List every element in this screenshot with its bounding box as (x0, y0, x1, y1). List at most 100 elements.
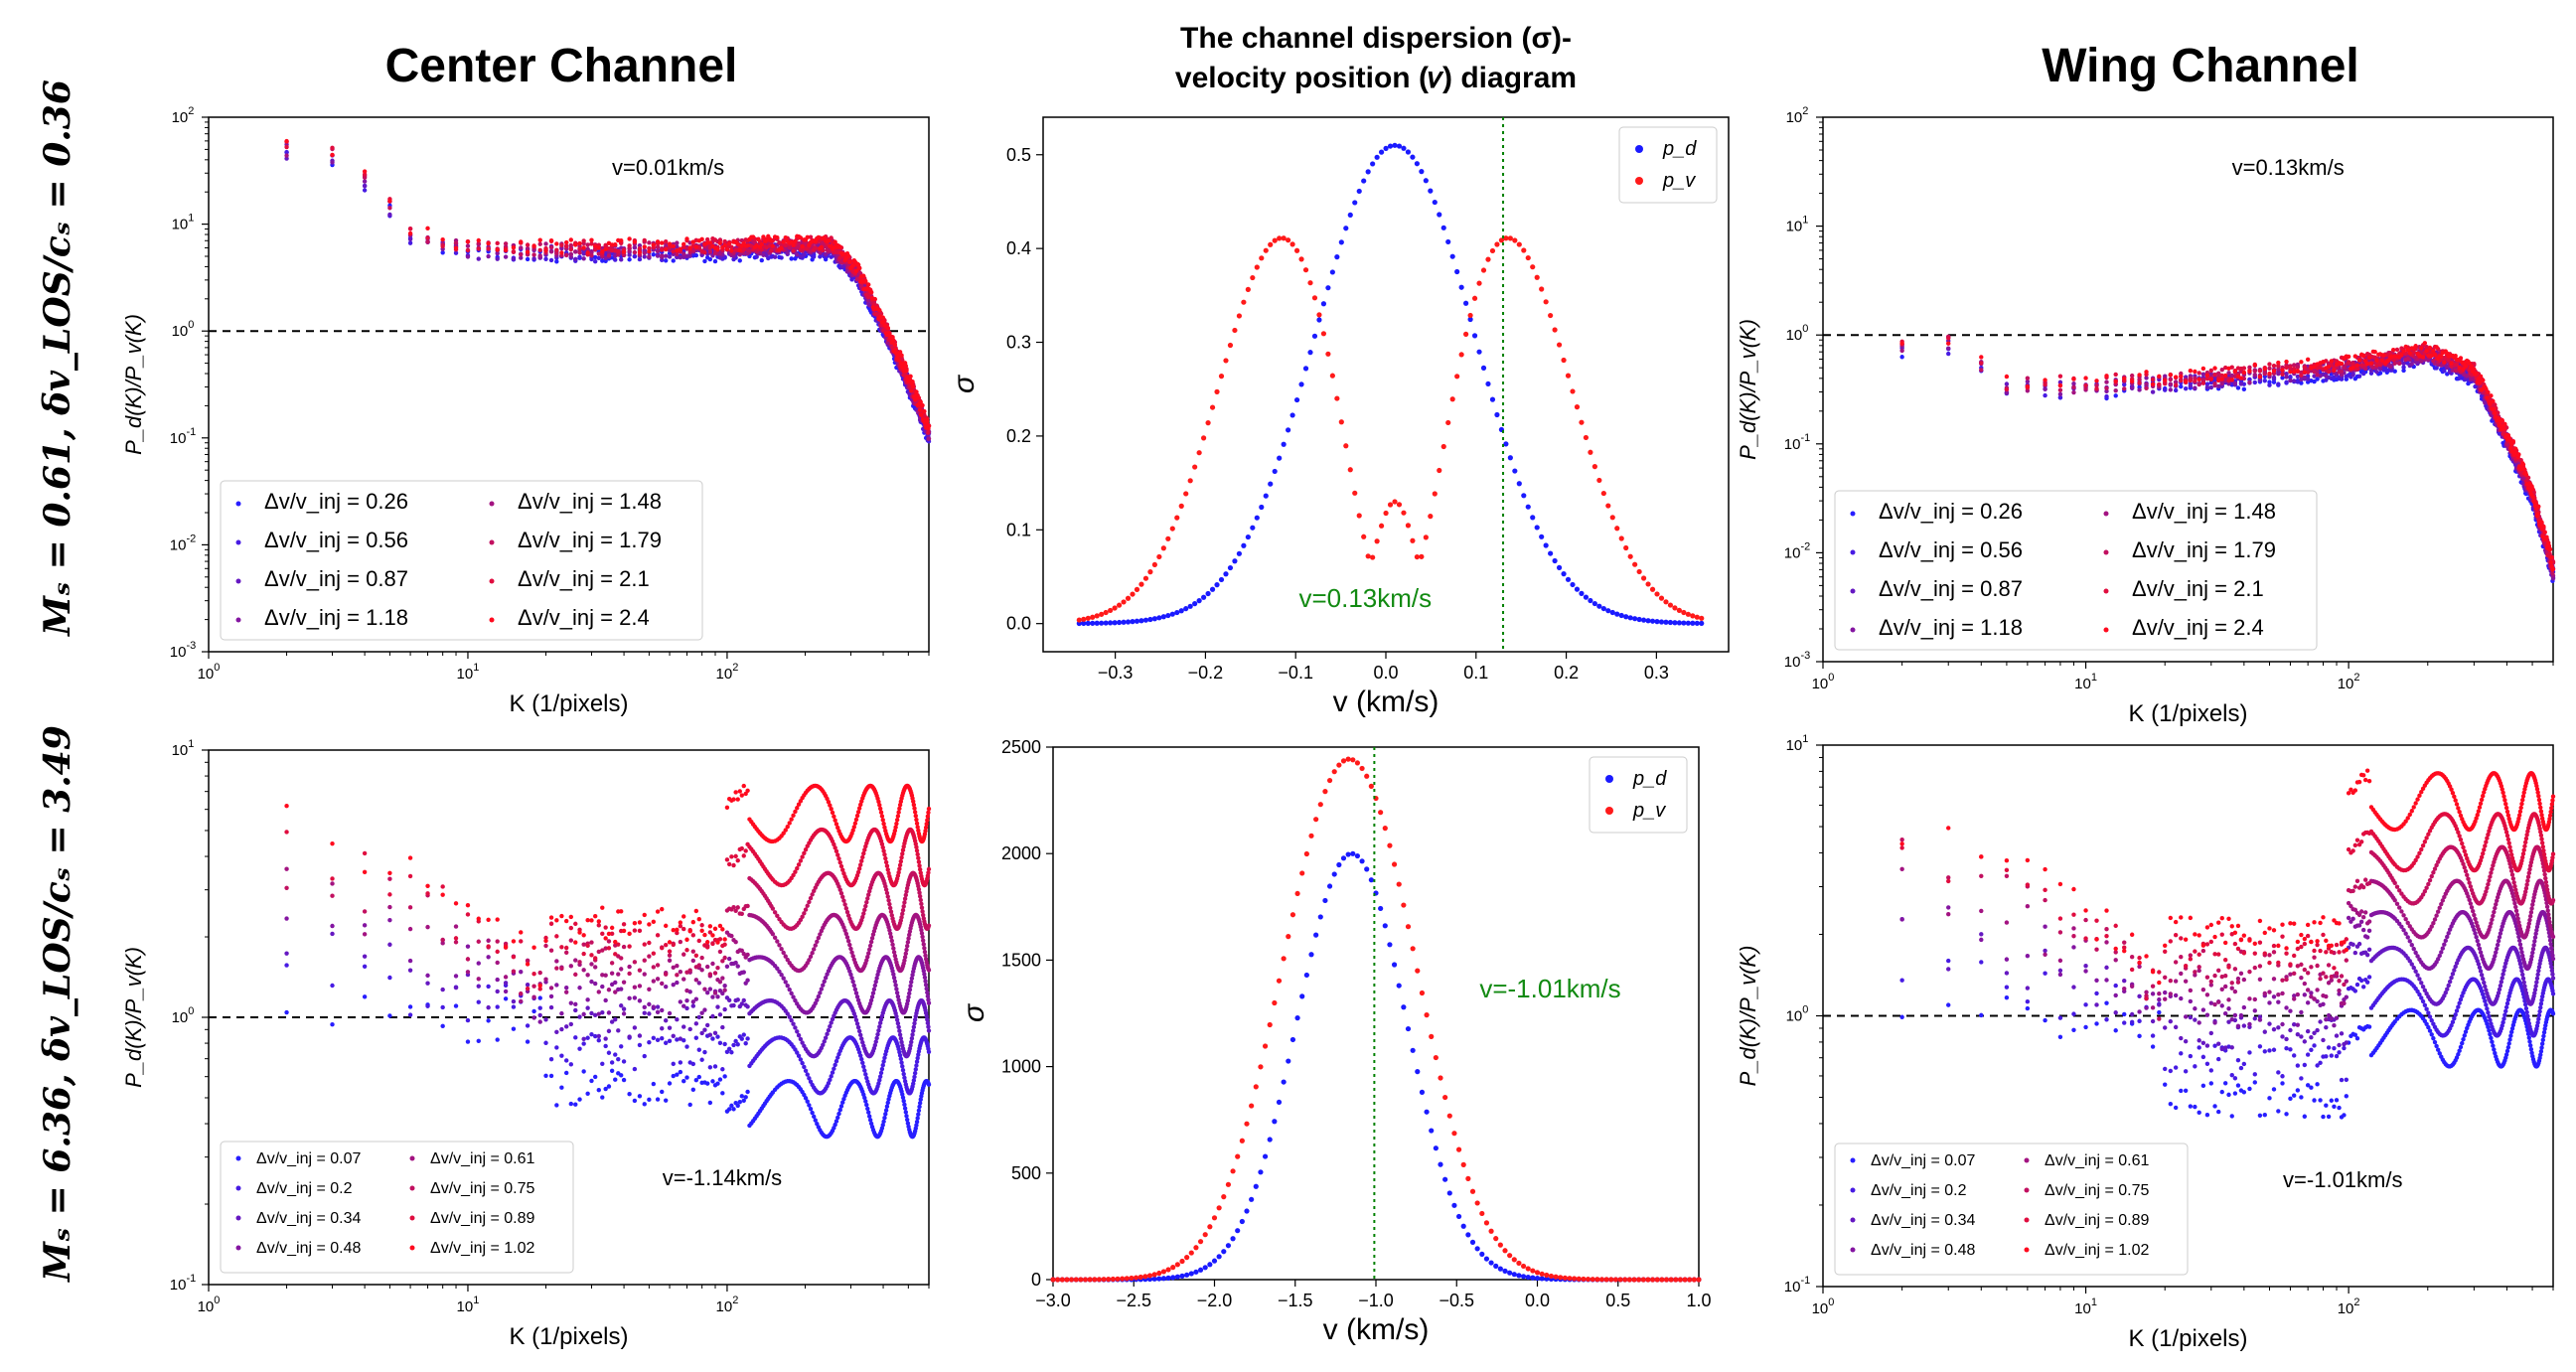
bottom-center-point (577, 1046, 582, 1051)
top-wing-point (2356, 374, 2362, 379)
top-middle-pv-point (1627, 553, 1633, 559)
top-center-point (486, 253, 491, 259)
bottom-center-point (387, 942, 392, 947)
top-center-point (704, 236, 710, 242)
bottom-center-point (914, 1059, 920, 1064)
bottom-center-point (453, 1003, 459, 1008)
top-center-point (440, 237, 445, 242)
top-middle-pd-point (1632, 616, 1638, 622)
top-center-point (899, 353, 904, 358)
top-middle-pd-point (1699, 620, 1705, 627)
top-wing-point (2137, 373, 2142, 378)
top-wing-point (2238, 381, 2244, 386)
top-center-point (684, 253, 689, 259)
bottom-center-point (684, 1044, 689, 1049)
top-wing-point (2453, 354, 2458, 359)
bottom-center-point (453, 985, 459, 991)
top-center-point (926, 423, 932, 429)
top-wing-point (2071, 384, 2076, 390)
bottom-center-point (440, 987, 445, 992)
top-center-point (621, 249, 627, 254)
top-middle-pd-point (1543, 542, 1549, 548)
top-middle-pd-point (1196, 598, 1202, 604)
top-wing-point (1946, 336, 1951, 341)
top-center-point (453, 245, 459, 250)
top-wing-point (2222, 373, 2228, 379)
top-middle-pv-point (1681, 609, 1687, 616)
top-middle-pd-point (1134, 618, 1140, 624)
top-wing-point (2312, 379, 2317, 384)
top-wing-point (2238, 376, 2244, 381)
top-wing-point (2193, 385, 2197, 390)
top-middle-pv-point (1108, 607, 1114, 614)
bottom-center-point (543, 1040, 548, 1045)
top-wing-point (2200, 372, 2206, 377)
top-middle-pd-point (1142, 617, 1149, 623)
top-wing-point (2434, 366, 2439, 371)
bottom-center-point (722, 1074, 727, 1079)
top-wing-point (2442, 360, 2447, 365)
top-center-point (537, 247, 542, 253)
top-wing-point (2104, 385, 2109, 390)
top-wing-point (2179, 378, 2184, 383)
bottom-center-point (637, 1042, 643, 1048)
top-middle-pd-point (1178, 608, 1184, 614)
bottom-center-data-points (284, 783, 932, 1140)
top-center-point (853, 268, 859, 274)
top-middle-pv-point (1227, 342, 1234, 349)
top-wing-point (2530, 494, 2536, 500)
bottom-center-point (621, 1077, 627, 1083)
top-center-point (495, 250, 500, 256)
top-middle-pv-point (1272, 237, 1278, 243)
top-middle-pv-point (1277, 235, 1283, 241)
top-middle-pd-point (1556, 564, 1563, 570)
bottom-center-point (577, 1097, 582, 1102)
top-middle-pd-point (1293, 396, 1300, 403)
bottom-center-point (671, 1061, 676, 1067)
top-center-point (503, 241, 509, 246)
top-middle-pd-point (1165, 612, 1171, 619)
bottom-center-point (525, 1039, 530, 1044)
top-center-point (675, 240, 680, 245)
top-center-point (537, 253, 542, 258)
top-middle-pd-point (1419, 169, 1425, 175)
top-wing-point (2284, 365, 2289, 371)
top-wing-point (2399, 353, 2404, 358)
top-center-legend-entry: Δv/v_inj = 0.26 (264, 489, 408, 514)
top-center-point (877, 307, 882, 313)
top-middle-pd-point (1223, 571, 1229, 577)
top-middle-pd-point (1570, 581, 1576, 588)
top-center-point (745, 243, 750, 248)
bottom-center-point (585, 1091, 590, 1096)
top-wing-point (2094, 386, 2099, 391)
top-center-point (813, 245, 818, 250)
top-middle-pv-point (1618, 535, 1624, 541)
top-middle-pd-point (1259, 504, 1265, 511)
top-center-point (663, 258, 669, 263)
top-middle-pv-point (1383, 510, 1389, 517)
top-wing-point (2284, 375, 2289, 380)
top-center-point (573, 249, 578, 254)
bottom-center-point (655, 1037, 661, 1043)
top-middle-xtick-label: 0.1 (1463, 663, 1488, 683)
top-wing-point (2025, 383, 2031, 389)
top-middle-pd-point (1334, 254, 1340, 260)
bottom-center-point (678, 1060, 683, 1065)
top-center-point (525, 242, 530, 247)
top-wing-point (2457, 376, 2462, 381)
top-center-point (525, 249, 530, 254)
top-wing-point (2083, 382, 2088, 388)
top-center-point (407, 227, 413, 231)
top-middle-pd-point (1405, 149, 1412, 155)
top-center-legend-entry: Δv/v_inj = 2.1 (518, 566, 650, 591)
top-center-point (637, 256, 643, 262)
top-center-point (880, 315, 885, 320)
bottom-center-point (606, 1084, 612, 1089)
top-wing-point (2113, 372, 2118, 378)
top-wing-point (2381, 353, 2386, 358)
top-wing-legend-marker (2103, 549, 2109, 555)
top-center-point (581, 245, 586, 250)
bottom-center-point (330, 983, 335, 989)
top-wing-point (2305, 357, 2311, 363)
top-wing-point (2276, 360, 2281, 366)
